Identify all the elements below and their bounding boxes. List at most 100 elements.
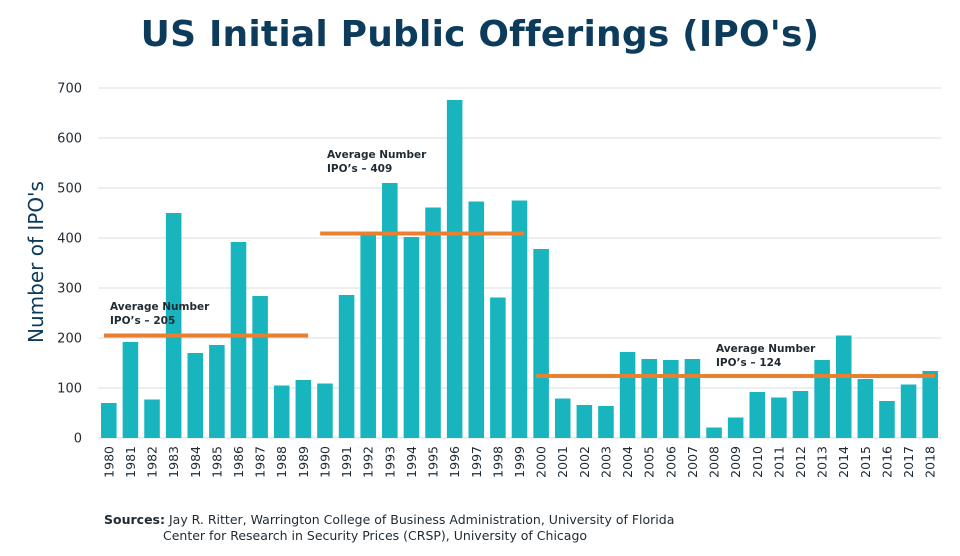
x-tick-label: 1991 — [339, 446, 354, 478]
y-tick-label: 400 — [57, 232, 82, 247]
y-ticks: 0 100 200 300 400 500 600 700 — [57, 82, 82, 447]
average-annotation-1-line-1: Average Number — [110, 301, 210, 313]
bar-1990 — [317, 383, 333, 438]
bar-1994 — [403, 237, 420, 438]
x-tick-label: 2005 — [642, 446, 657, 478]
x-tick-label: 1984 — [188, 446, 203, 478]
y-tick-label: 0 — [74, 432, 82, 447]
bar-2016 — [879, 401, 895, 438]
bar-1987 — [252, 296, 268, 438]
bar-2011 — [771, 397, 787, 438]
x-tick-label: 2014 — [836, 446, 851, 478]
y-tick-label: 300 — [57, 282, 82, 297]
x-ticks: 1980 1981 1982 1983 1984 1985 1986 1987 1988 1989… — [101, 446, 937, 478]
bar-2000 — [533, 249, 549, 438]
bar-2010 — [749, 392, 766, 438]
x-tick-label: 1981 — [123, 446, 138, 478]
bar-2014 — [835, 335, 852, 438]
x-tick-label: 2012 — [793, 446, 808, 478]
x-tick-label: 1993 — [382, 446, 397, 478]
x-tick-label: 1982 — [145, 446, 160, 478]
bar-2015 — [857, 379, 874, 438]
x-tick-label: 1997 — [469, 446, 484, 478]
x-tick-label: 1990 — [317, 446, 332, 478]
bar-1982 — [144, 399, 160, 438]
x-tick-label: 2010 — [750, 446, 765, 478]
average-annotation-3-line-2: IPO’s – 124 — [716, 357, 781, 369]
bar-1992 — [360, 234, 376, 438]
y-tick-label: 200 — [57, 332, 82, 347]
x-tick-label: 2016 — [879, 446, 894, 478]
bar-1985 — [209, 345, 225, 438]
bar-1999 — [511, 200, 528, 438]
x-tick-label: 2009 — [728, 446, 743, 478]
x-tick-label: 1980 — [101, 446, 116, 478]
x-tick-label: 1987 — [253, 446, 268, 478]
bar-2009 — [727, 417, 744, 438]
x-tick-label: 2006 — [663, 446, 678, 478]
bar-1995 — [425, 207, 441, 438]
average-annotation-1-line-2: IPO’s – 205 — [110, 315, 175, 327]
x-tick-label: 2007 — [685, 446, 700, 478]
x-tick-label: 1995 — [426, 446, 441, 478]
average-annotation-2-line-1: Average Number — [327, 149, 427, 161]
average-annotation-2-line-2: IPO’s – 409 — [327, 163, 392, 175]
bar-1989 — [295, 380, 312, 438]
x-tick-label: 2017 — [901, 446, 916, 478]
y-tick-label: 500 — [57, 182, 82, 197]
bar-2018 — [922, 371, 938, 438]
x-tick-label: 2004 — [620, 446, 635, 478]
x-tick-label: 2001 — [555, 446, 570, 478]
bar-1986 — [230, 242, 247, 438]
sources-label: Sources: — [104, 512, 165, 527]
y-tick-label: 600 — [57, 132, 82, 147]
sources-line-1: Jay R. Ritter, Warrington College of Bus… — [168, 512, 675, 527]
bar-2001 — [554, 398, 571, 438]
y-tick-label: 100 — [57, 382, 82, 397]
x-tick-label: 1998 — [490, 446, 505, 478]
bar-1988 — [273, 385, 290, 438]
bar-2004 — [619, 352, 636, 438]
y-tick-label: 700 — [57, 82, 82, 97]
x-tick-label: 2000 — [534, 446, 549, 478]
x-tick-label: 2018 — [923, 446, 938, 478]
x-tick-label: 2013 — [815, 446, 830, 478]
x-tick-label: 1988 — [274, 446, 289, 478]
x-tick-label: 1985 — [209, 446, 224, 478]
bar-2008 — [706, 427, 722, 438]
x-tick-label: 1983 — [166, 446, 181, 478]
bar-1993 — [382, 183, 398, 438]
x-tick-label: 1999 — [512, 446, 527, 478]
bar-1984 — [187, 353, 204, 438]
x-tick-label: 1994 — [404, 446, 419, 478]
bars — [101, 100, 938, 438]
x-tick-label: 1989 — [296, 446, 311, 478]
x-tick-label: 2002 — [577, 446, 592, 478]
bar-2013 — [814, 360, 830, 438]
sources-note: Sources: Jay R. Ritter, Warrington Colle… — [104, 512, 674, 544]
bar-1980 — [101, 403, 117, 438]
x-tick-label: 2015 — [858, 446, 873, 478]
bar-1996 — [446, 100, 463, 438]
x-tick-label: 1996 — [447, 446, 462, 478]
bar-2002 — [576, 405, 593, 438]
bar-2005 — [641, 359, 657, 438]
x-tick-label: 2011 — [771, 446, 786, 478]
bar-2003 — [598, 406, 614, 438]
bar-1998 — [490, 297, 506, 438]
bar-2007 — [684, 359, 701, 438]
x-tick-label: 2003 — [598, 446, 613, 478]
average-lines — [104, 231, 935, 378]
sources-line-2: Center for Research in Security Prices (… — [163, 528, 588, 543]
bar-2017 — [900, 384, 917, 438]
x-tick-label: 2008 — [707, 446, 722, 478]
x-tick-label: 1986 — [231, 446, 246, 478]
x-tick-label: 1992 — [361, 446, 376, 478]
bar-1983 — [165, 213, 182, 438]
bar-2012 — [792, 391, 809, 438]
bar-1981 — [122, 342, 139, 438]
average-annotation-3-line-1: Average Number — [716, 343, 816, 355]
average-annotations: Average Number IPO’s – 205 Average Number I… — [110, 149, 816, 369]
chart-title: US Initial Public Offerings (IPO's) — [140, 14, 820, 55]
